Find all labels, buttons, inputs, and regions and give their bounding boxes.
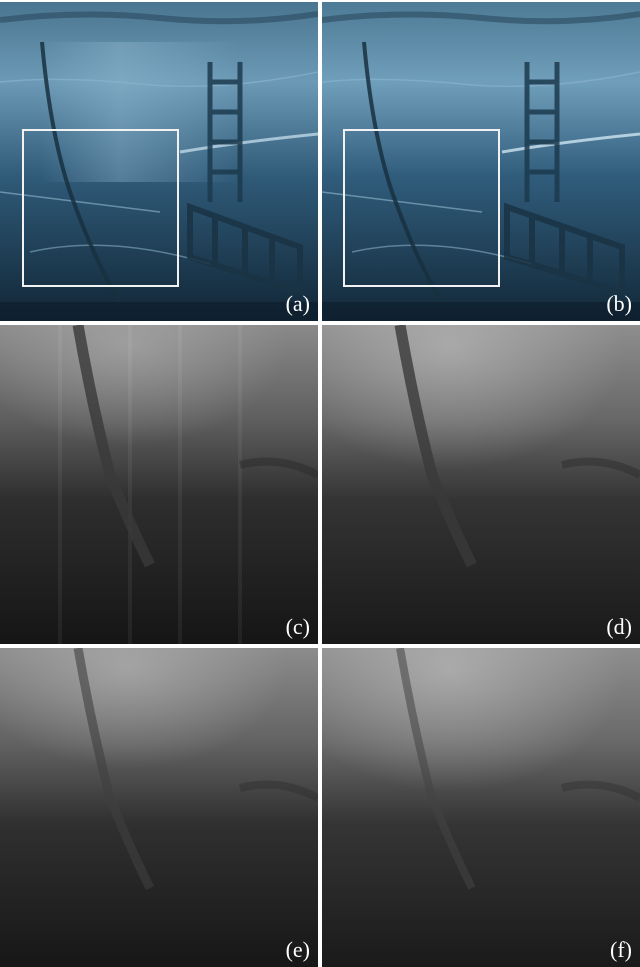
panel-e: (e) xyxy=(0,648,318,967)
panel-label-b: (b) xyxy=(606,291,632,316)
transmission-map-d xyxy=(322,325,640,644)
panel-a: (a) xyxy=(0,2,318,321)
panel-d: (d) xyxy=(322,325,640,644)
underwater-image-b xyxy=(322,2,640,321)
panel-label-a: (a) xyxy=(285,291,310,316)
panel-b: (b) xyxy=(322,2,640,321)
panel-label-d: (d) xyxy=(606,614,632,639)
transmission-map-c xyxy=(0,325,318,644)
region-of-interest-box xyxy=(22,129,179,287)
transmission-map-e xyxy=(0,648,318,967)
panel-c: (c) xyxy=(0,325,318,644)
region-of-interest-box xyxy=(343,129,500,287)
panel-label-f: (f) xyxy=(610,937,632,962)
panel-label-c: (c) xyxy=(285,614,310,639)
underwater-image-a xyxy=(0,2,318,321)
panel-label-e: (e) xyxy=(285,937,310,962)
panel-f: (f) xyxy=(322,648,640,967)
transmission-map-f xyxy=(322,648,640,967)
